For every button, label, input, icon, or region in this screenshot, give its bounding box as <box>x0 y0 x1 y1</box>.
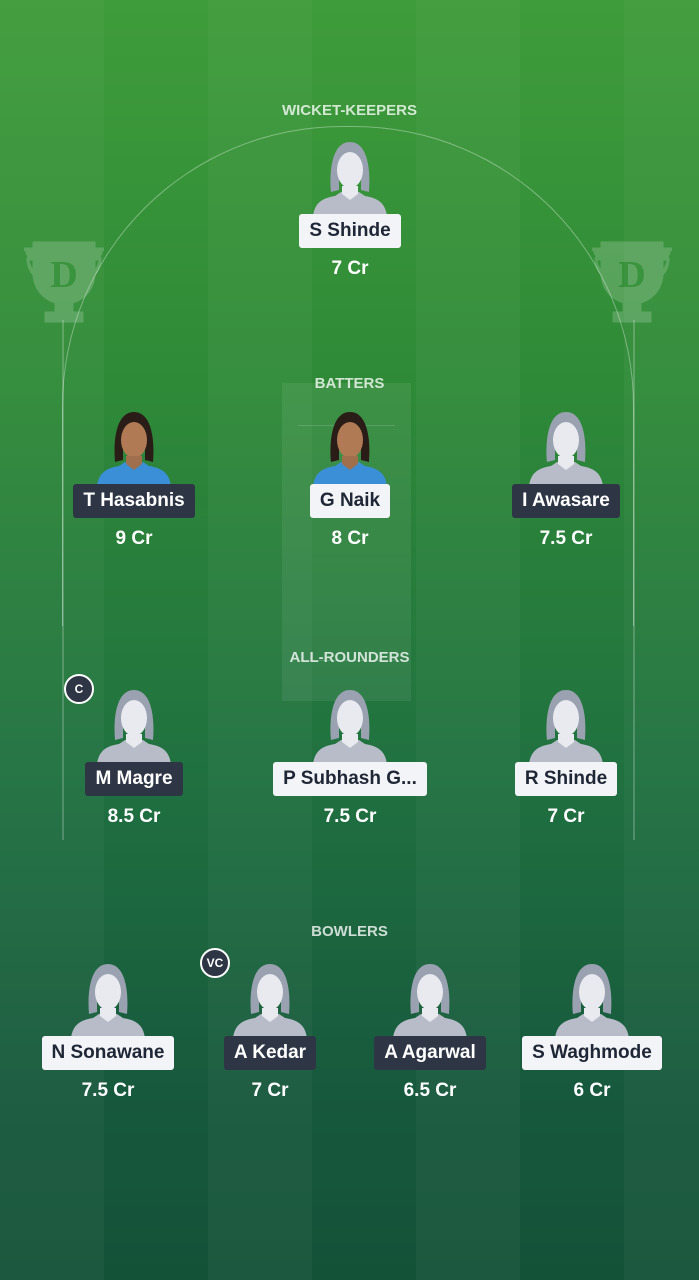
player-avatar-icon <box>97 412 171 486</box>
captain-badge: C <box>64 674 94 704</box>
player-card[interactable]: A Kedar 7 Cr <box>180 962 360 1102</box>
trophy-logo-icon: D <box>24 241 104 323</box>
player-credits: 7 Cr <box>547 806 585 827</box>
player-card[interactable]: T Hasabnis 9 Cr <box>44 410 224 550</box>
player-credits: 7 Cr <box>331 258 369 279</box>
player-name: R Shinde <box>514 762 618 796</box>
player-name: G Naik <box>309 484 391 518</box>
player-name: A Agarwal <box>374 1036 486 1070</box>
player-card[interactable]: N Sonawane 7.5 Cr <box>18 962 198 1102</box>
player-avatar-icon <box>393 964 467 1038</box>
player-credits: 7.5 Cr <box>323 806 377 827</box>
section-title-wicket-keepers: WICKET-KEEPERS <box>281 102 417 119</box>
player-card[interactable]: S Shinde 7 Cr <box>260 140 440 280</box>
player-card[interactable]: R Shinde 7 Cr <box>476 688 656 828</box>
player-credits: 6 Cr <box>573 1080 611 1101</box>
player-credits: 8.5 Cr <box>107 806 161 827</box>
player-card[interactable]: I Awasare 7.5 Cr <box>476 410 656 550</box>
section-title-all-rounders: ALL-ROUNDERS <box>289 649 410 666</box>
player-name: M Magre <box>85 762 183 796</box>
player-name: P Subhash G... <box>273 762 427 796</box>
svg-text:D: D <box>50 254 77 296</box>
player-avatar-icon <box>529 690 603 764</box>
player-avatar-icon <box>233 964 307 1038</box>
player-avatar-icon <box>97 690 171 764</box>
player-name: S Shinde <box>299 214 401 248</box>
player-name: I Awasare <box>512 484 620 518</box>
player-avatar-icon <box>555 964 629 1038</box>
player-avatar-icon <box>313 412 387 486</box>
player-avatar-icon <box>529 412 603 486</box>
player-credits: 7.5 Cr <box>539 528 593 549</box>
player-credits: 7.5 Cr <box>81 1080 135 1101</box>
trophy-logo-icon: D <box>592 241 672 323</box>
player-credits: 9 Cr <box>115 528 153 549</box>
player-avatar-icon <box>71 964 145 1038</box>
player-name: T Hasabnis <box>73 484 195 518</box>
player-credits: 6.5 Cr <box>403 1080 457 1101</box>
player-card[interactable]: A Agarwal 6.5 Cr <box>340 962 520 1102</box>
player-card[interactable]: G Naik 8 Cr <box>260 410 440 550</box>
player-card[interactable]: P Subhash G... 7.5 Cr <box>260 688 440 828</box>
svg-text:D: D <box>618 254 645 296</box>
player-name: A Kedar <box>223 1036 317 1070</box>
player-credits: 8 Cr <box>331 528 369 549</box>
section-title-bowlers: BOWLERS <box>311 923 388 940</box>
player-card[interactable]: M Magre 8.5 Cr <box>44 688 224 828</box>
section-title-batters: BATTERS <box>314 375 385 392</box>
player-credits: 7 Cr <box>251 1080 289 1101</box>
player-name: S Waghmode <box>522 1036 662 1070</box>
vice-captain-badge: VC <box>200 948 230 978</box>
player-avatar-icon <box>313 142 387 216</box>
player-name: N Sonawane <box>41 1036 175 1070</box>
player-card[interactable]: S Waghmode 6 Cr <box>502 962 682 1102</box>
player-avatar-icon <box>313 690 387 764</box>
